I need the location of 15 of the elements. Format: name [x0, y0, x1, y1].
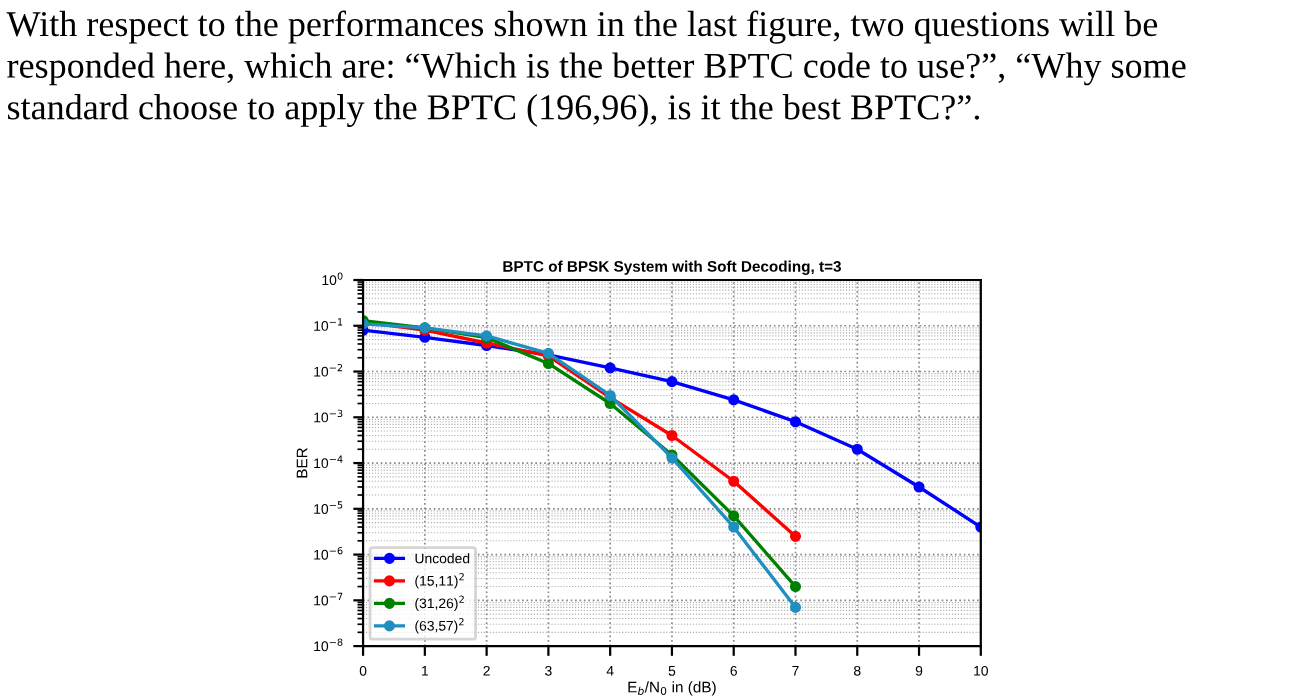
point — [789, 581, 802, 593]
point — [728, 510, 740, 522]
point — [728, 475, 740, 487]
point — [542, 357, 554, 370]
point — [666, 376, 678, 388]
point — [913, 481, 925, 493]
point — [728, 521, 740, 533]
point — [728, 394, 740, 406]
point — [789, 601, 802, 613]
point — [789, 416, 802, 428]
text: With respect to the performances shown in the last figure, two questions will be responded here, which are: “Which is the better BPTC code to use?”, “Why some standard choose to apply the BPTC (196,96), is it the best BPTC?”. — [6, 10, 1186, 127]
point — [604, 362, 616, 374]
point — [851, 443, 863, 455]
point — [789, 530, 802, 542]
point — [666, 429, 678, 442]
